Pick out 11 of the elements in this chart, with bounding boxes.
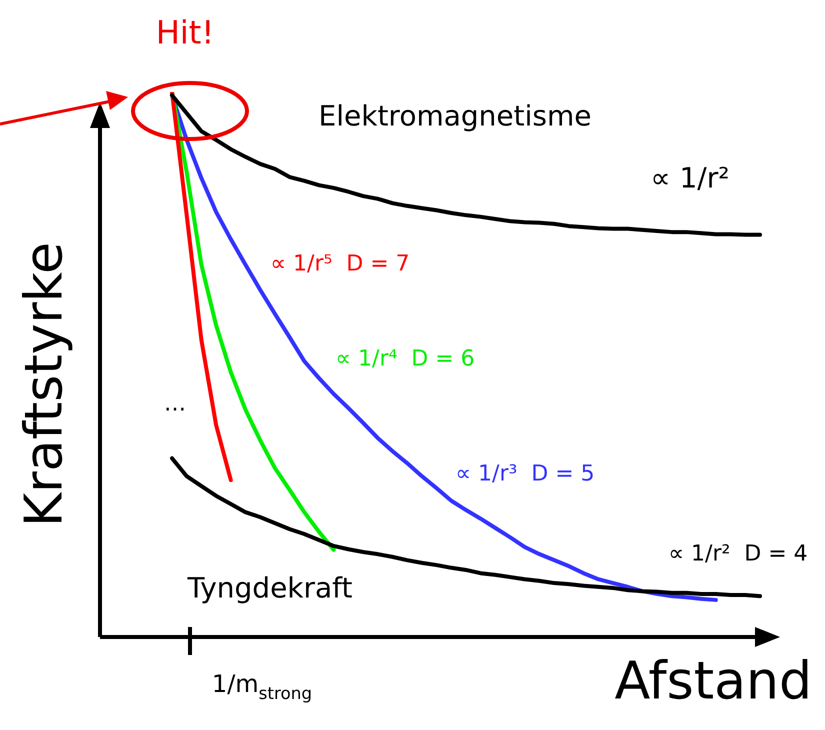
x-axis-title: Afstand: [614, 652, 812, 712]
annotation: Tyngdekraft: [186, 571, 353, 604]
annotation: ∝ 1/r⁴ D = 6: [335, 346, 475, 372]
annotation: Elektromagnetisme: [318, 99, 592, 132]
annotation: ∝ 1/r² D = 4: [668, 542, 808, 567]
annotation: …: [164, 392, 186, 417]
annotation: ∝ 1/r³ D = 5: [455, 462, 595, 487]
annotation: ∝ 1/r²: [650, 161, 730, 194]
annotation: ∝ 1/r⁵ D = 7: [270, 252, 410, 277]
text: Hit!: [156, 13, 214, 52]
y-axis-title: Kraftstyrke: [14, 242, 75, 528]
